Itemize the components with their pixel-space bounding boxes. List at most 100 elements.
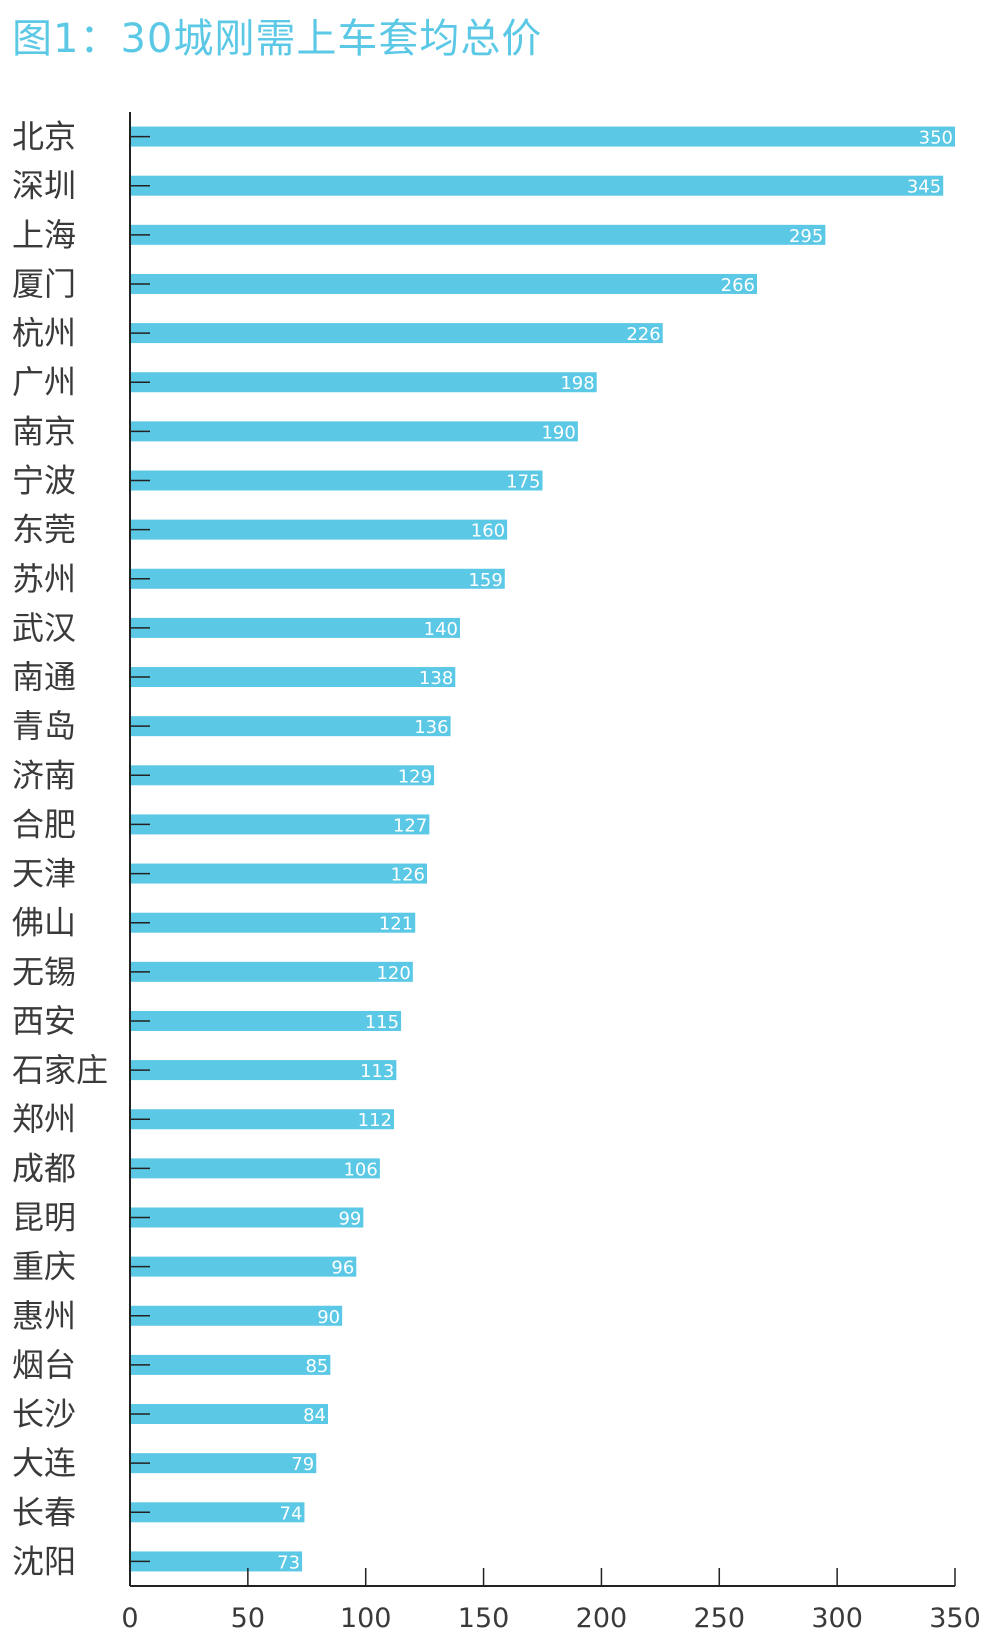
category-label: 沈阳 (12, 1542, 76, 1580)
data-label: 99 (338, 1209, 361, 1230)
category-label: 成都 (12, 1149, 76, 1187)
category-label: 无锡 (12, 953, 76, 991)
category-label: 南京 (12, 412, 76, 450)
bar (130, 1060, 397, 1081)
category-label: 惠州 (12, 1297, 76, 1335)
bar (130, 814, 430, 835)
category-label: 宁波 (12, 462, 76, 500)
axes: 北京深圳上海厦门杭州广州南京宁波东莞苏州武汉南通青岛济南合肥天津佛山无锡西安石家… (12, 112, 981, 1634)
category-label: 天津 (12, 855, 76, 893)
bars-layer: 350 345 295 266 226 198 190 175 160 159 140 138 136 1… (130, 126, 955, 1573)
bar (130, 912, 416, 933)
chart-title: 图1：30城刚需上车套均总价 (12, 16, 543, 62)
bar (130, 1453, 317, 1474)
category-label: 昆明 (12, 1199, 76, 1237)
category-label: 大连 (12, 1444, 76, 1482)
category-label: 烟台 (12, 1346, 76, 1384)
x-tick-label: 200 (576, 1603, 628, 1634)
data-label: 226 (626, 324, 660, 345)
bar (130, 1158, 380, 1179)
category-label: 佛山 (12, 904, 76, 942)
bar (130, 1502, 305, 1523)
data-label: 84 (303, 1405, 326, 1426)
bar (130, 1109, 394, 1130)
data-label: 266 (721, 275, 755, 296)
bar (130, 519, 508, 540)
data-label: 127 (393, 815, 427, 836)
bar (130, 372, 597, 393)
x-tick-label: 100 (340, 1603, 392, 1634)
data-label: 129 (398, 766, 432, 787)
data-label: 112 (358, 1110, 392, 1131)
x-tick-label: 300 (811, 1603, 863, 1634)
bar (130, 175, 944, 196)
data-label: 198 (560, 373, 594, 394)
category-label: 合肥 (12, 805, 76, 843)
bar (130, 421, 578, 442)
bar (130, 1207, 364, 1228)
bar (130, 1354, 331, 1375)
data-label: 106 (343, 1159, 377, 1180)
category-label: 武汉 (12, 609, 76, 647)
category-label: 厦门 (12, 265, 76, 303)
bar (130, 323, 663, 344)
bar (130, 470, 543, 491)
data-label: 160 (471, 521, 505, 542)
bar (130, 863, 427, 884)
bar (130, 1305, 343, 1326)
data-label: 350 (919, 128, 953, 149)
bar (130, 667, 456, 688)
category-label: 东莞 (12, 511, 76, 549)
bar (130, 765, 435, 786)
category-label: 上海 (12, 216, 76, 254)
data-label: 96 (331, 1258, 354, 1279)
bar (130, 961, 413, 982)
category-label: 重庆 (12, 1248, 76, 1286)
category-label: 西安 (12, 1002, 76, 1040)
category-label: 杭州 (12, 314, 76, 352)
bar (130, 224, 826, 245)
bar (130, 617, 460, 638)
data-label: 115 (365, 1012, 399, 1033)
x-tick-label: 150 (458, 1603, 510, 1634)
bar (130, 716, 451, 737)
data-label: 140 (424, 619, 458, 640)
data-label: 73 (277, 1552, 300, 1573)
data-label: 85 (305, 1356, 328, 1377)
data-label: 136 (414, 717, 448, 738)
category-label: 深圳 (12, 167, 76, 205)
category-label: 郑州 (12, 1100, 76, 1138)
data-label: 159 (468, 570, 502, 591)
data-label: 79 (291, 1454, 314, 1475)
x-tick-label: 50 (231, 1603, 265, 1634)
bar (130, 1551, 303, 1572)
data-label: 126 (391, 865, 425, 886)
x-tick-label: 350 (929, 1603, 981, 1634)
data-label: 120 (376, 963, 410, 984)
data-label: 190 (541, 422, 575, 443)
data-label: 345 (907, 177, 941, 198)
category-label: 石家庄 (12, 1051, 108, 1089)
data-label: 90 (317, 1307, 340, 1328)
bar (130, 1404, 328, 1425)
category-label: 广州 (12, 363, 76, 401)
data-label: 295 (789, 226, 823, 247)
bar (130, 1010, 402, 1031)
data-label: 113 (360, 1061, 394, 1082)
data-label: 175 (506, 472, 540, 493)
data-label: 121 (379, 914, 413, 935)
data-label: 138 (419, 668, 453, 689)
x-tick-label: 0 (121, 1603, 138, 1634)
bar (130, 568, 505, 589)
category-label: 长春 (12, 1493, 76, 1531)
x-tick-label: 250 (694, 1603, 746, 1634)
category-label: 长沙 (12, 1395, 76, 1433)
category-label: 济南 (12, 756, 76, 794)
category-label: 南通 (12, 658, 76, 696)
category-label: 苏州 (12, 560, 76, 598)
bar (130, 273, 757, 294)
bar (130, 126, 955, 147)
category-label: 青岛 (12, 707, 76, 745)
category-label: 北京 (12, 118, 76, 156)
